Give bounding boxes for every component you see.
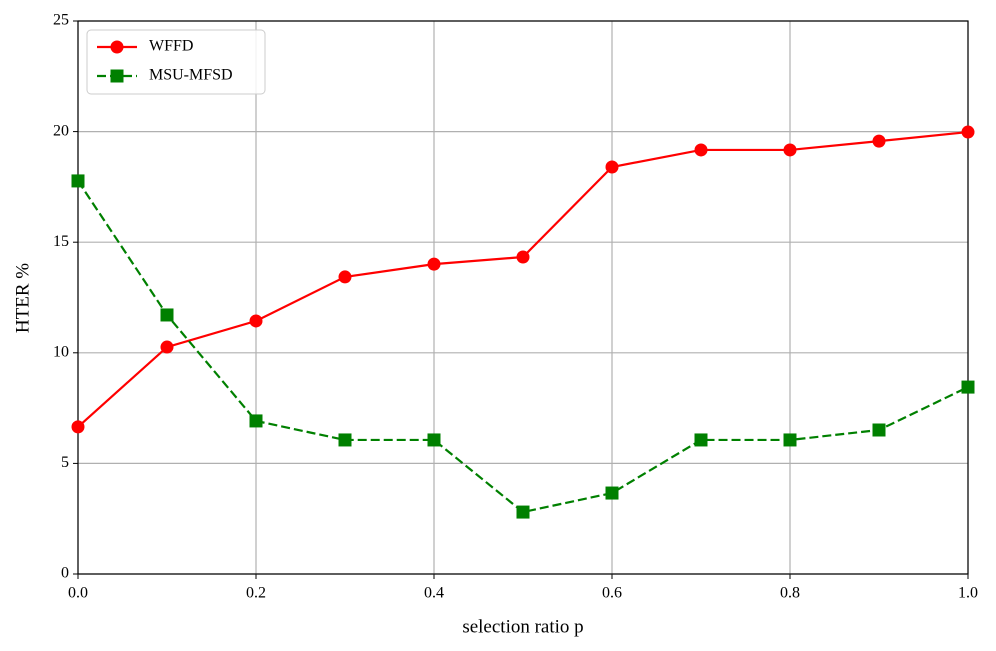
series-line [77,180,969,514]
data-point [783,433,797,447]
data-point [961,125,975,139]
series [71,125,975,434]
x-tick-label: 1.0 [958,585,978,602]
data-point [249,414,263,428]
y-axis-label: HTER % [12,263,33,333]
data-point [872,134,886,148]
x-tick-label: 0.0 [68,585,88,602]
data-point [694,143,708,157]
y-tick-label: 10 [53,343,69,360]
y-tick-label: 5 [61,454,69,471]
y-tick-label: 0 [61,565,69,582]
y-tick-label: 20 [53,122,69,139]
legend: WFFD MSU-MFSD [86,29,266,95]
legend-label: WFFD [149,38,193,55]
data-point [338,270,352,284]
data-point [516,250,530,264]
data-point [160,340,174,354]
data-point [427,257,441,271]
data-point [71,174,85,188]
data-point [605,160,619,174]
x-tick-label: 0.6 [602,585,622,602]
series-line [77,130,969,428]
data-point [249,314,263,328]
data-point [427,433,441,447]
y-tick-label: 25 [53,12,69,29]
x-tick-label: 0.8 [780,585,800,602]
legend-marker [110,69,124,83]
data-point [783,143,797,157]
plot-frame [77,20,969,575]
data-point [338,433,352,447]
data-point [160,308,174,322]
legend-marker [110,40,124,54]
legend-label: MSU-MFSD [149,67,233,84]
data-point [71,420,85,434]
series [71,174,975,519]
data-point [961,380,975,394]
data-point [872,423,886,437]
data-point [605,486,619,500]
x-axis-label: selection ratio p [462,616,583,637]
x-tick-label: 0.4 [424,585,444,602]
data-point [694,433,708,447]
x-tick-label: 0.2 [246,585,266,602]
data-point [516,505,530,519]
y-tick-label: 15 [53,233,69,250]
